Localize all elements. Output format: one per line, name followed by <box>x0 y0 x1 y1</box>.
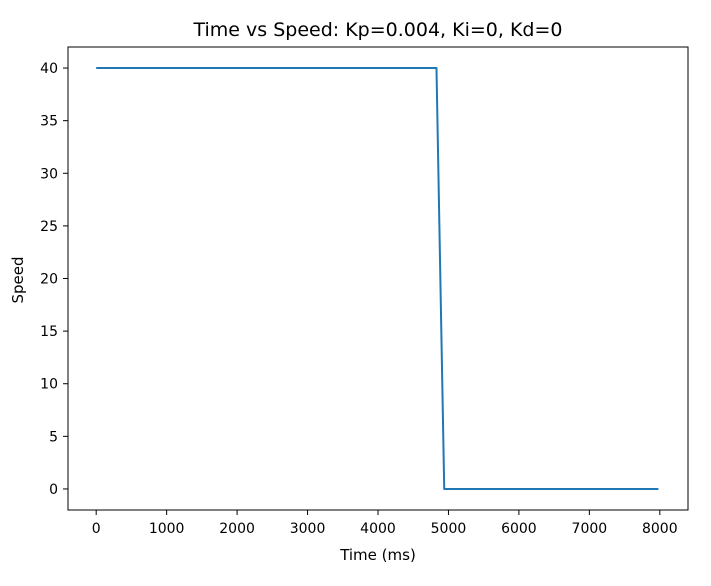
x-tick-label: 4000 <box>360 521 396 537</box>
y-tick-label: 20 <box>40 272 58 288</box>
x-tick-label: 1000 <box>149 521 185 537</box>
y-axis-label: Speed <box>9 256 27 303</box>
chart-title: Time vs Speed: Kp=0.004, Ki=0, Kd=0 <box>193 19 563 41</box>
y-axis-ticks: 0 5 10 15 20 25 30 35 40 <box>40 61 68 498</box>
y-tick-label: 30 <box>40 166 58 182</box>
series-line-0 <box>96 67 659 490</box>
y-tick-label: 25 <box>40 219 58 235</box>
y-tick-label: 0 <box>49 482 58 498</box>
x-tick-label: 0 <box>92 521 101 537</box>
y-tick-label: 15 <box>40 324 58 340</box>
x-tick-label: 8000 <box>642 521 678 537</box>
x-tick-label: 2000 <box>219 521 255 537</box>
x-tick-label: 5000 <box>431 521 467 537</box>
y-tick-label: 5 <box>49 429 58 445</box>
plot-area <box>67 46 689 511</box>
x-tick-label: 3000 <box>290 521 326 537</box>
y-tick-label: 10 <box>40 377 58 393</box>
plot-frame <box>67 46 689 511</box>
x-axis-ticks: 0 1000 2000 3000 4000 5000 6000 7000 8000 <box>92 510 678 537</box>
x-tick-label: 6000 <box>501 521 537 537</box>
y-tick-label: 35 <box>40 114 58 130</box>
y-tick-label: 40 <box>40 61 58 77</box>
x-axis-label: Time (ms) <box>339 546 416 564</box>
x-tick-label: 7000 <box>572 521 608 537</box>
